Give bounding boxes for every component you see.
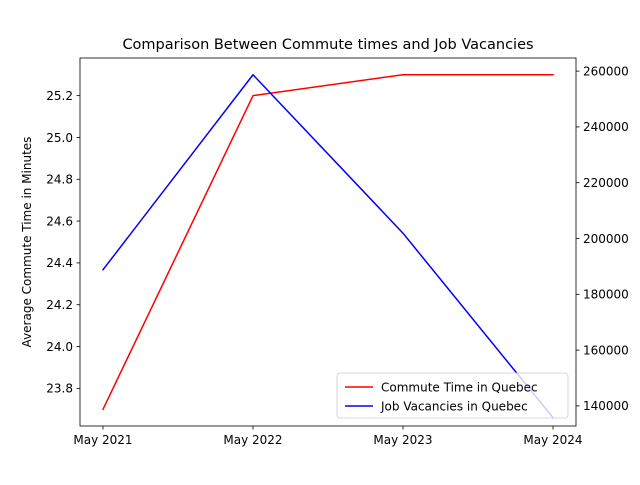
legend-label: Commute Time in Quebec bbox=[381, 380, 538, 394]
y2-tick-label: 260000 bbox=[583, 64, 629, 78]
series-line-2 bbox=[101, 73, 555, 419]
plot-area bbox=[80, 58, 576, 426]
y-tick-label: 24.0 bbox=[46, 340, 73, 354]
y-tick-label: 24.8 bbox=[46, 173, 73, 187]
y2-tick-label: 180000 bbox=[583, 288, 629, 302]
y2-tick-label: 160000 bbox=[583, 343, 629, 357]
ticks-layer: 23.8 24.0 24.2 24.4 24.6 24.8 25.0 25.2 140000 16… bbox=[46, 64, 629, 447]
plot-frame bbox=[79, 57, 577, 427]
y-tick-label: 23.8 bbox=[46, 382, 73, 396]
axes-layer bbox=[79, 57, 577, 427]
legend-box bbox=[336, 372, 569, 419]
y-tick-label: 25.2 bbox=[46, 89, 73, 103]
series-layer bbox=[101, 73, 555, 419]
y-tick-label: 25.0 bbox=[46, 131, 73, 145]
legend-label: Job Vacancies in Quebec bbox=[380, 399, 528, 413]
y2-tick-label: 140000 bbox=[583, 399, 629, 413]
y-axis-title: Average Commute Time in Minutes bbox=[20, 137, 34, 348]
y-tick-label: 24.6 bbox=[46, 214, 73, 228]
x-tick-label: May 2021 bbox=[73, 433, 132, 447]
x-tick-label: May 2023 bbox=[373, 433, 432, 447]
y2-tick-label: 200000 bbox=[583, 232, 629, 246]
series-line-1 bbox=[101, 73, 554, 411]
y-tick-label: 24.2 bbox=[46, 298, 73, 312]
legend: Commute Time in Quebec Job Vacancies in Q… bbox=[336, 372, 569, 419]
y-tick-label: 24.4 bbox=[46, 256, 73, 270]
chart-title: Comparison Between Commute times and Job… bbox=[122, 37, 533, 53]
y2-tick-label: 220000 bbox=[583, 176, 629, 190]
plot-background bbox=[80, 58, 576, 426]
x-tick-label: May 2022 bbox=[223, 433, 282, 447]
y2-tick-label: 240000 bbox=[583, 120, 629, 134]
x-tick-label: May 2024 bbox=[523, 433, 582, 447]
